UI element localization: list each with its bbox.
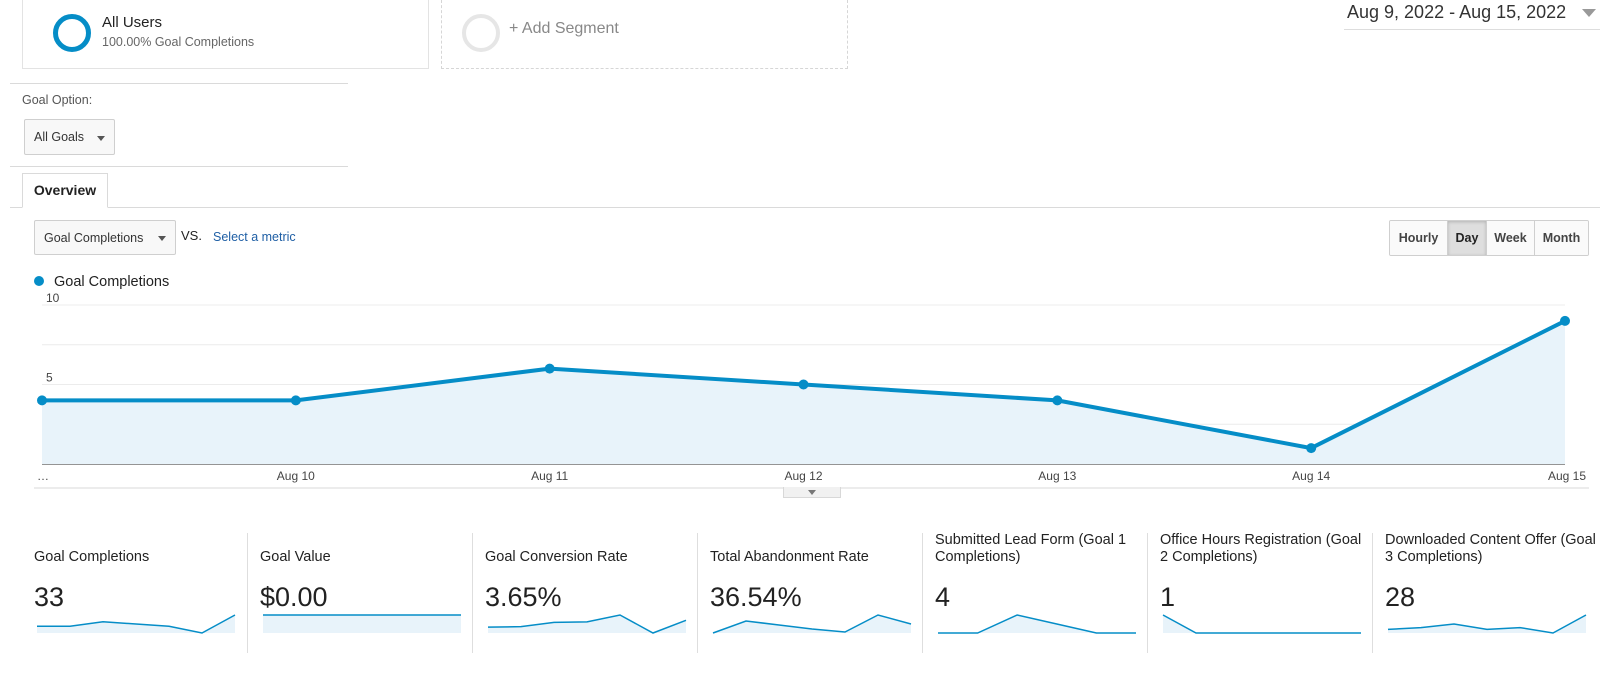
sparkline-area [938, 615, 1136, 633]
tab-overview[interactable]: Overview [22, 173, 108, 208]
x-tick-label: Aug 13 [1038, 469, 1076, 483]
goal-option-label: Goal Option: [22, 93, 93, 107]
tab-bar-line [10, 207, 1600, 208]
scorecard: Total Abandonment Rate 36.54% [697, 533, 922, 653]
y-tick-label: 10 [46, 291, 60, 305]
segment-name: All Users [102, 14, 163, 31]
date-range-picker[interactable]: Aug 9, 2022 - Aug 15, 2022 [1344, 0, 1600, 30]
x-tick-label: Aug 15 [1548, 469, 1586, 483]
goal-option-dropdown[interactable]: All Goals [24, 119, 115, 155]
sparkline [938, 614, 1136, 634]
week-button[interactable]: Week [1486, 221, 1534, 255]
x-tick-label: … [37, 469, 49, 483]
caret-down-icon [97, 136, 105, 141]
scorecard-title: Total Abandonment Rate [710, 549, 869, 565]
chart-area [42, 320, 1565, 464]
vs-label: VS. [181, 228, 202, 243]
scorecard: Goal Value $0.00 [247, 533, 472, 653]
empty-segment-ring-icon [462, 14, 500, 52]
scorecard-value: 1 [1160, 582, 1176, 612]
hourly-button[interactable]: Hourly [1390, 221, 1447, 255]
time-granularity-toggle: Hourly Day Week Month [1389, 220, 1589, 256]
select-metric-link[interactable]: Select a metric [213, 230, 296, 244]
x-tick-label: Aug 14 [1292, 469, 1330, 483]
sparkline-line [938, 614, 1136, 634]
scorecard-title: Submitted Lead Form (Goal 1 Completions) [935, 532, 1127, 565]
sparkline-area [263, 615, 461, 633]
divider [10, 83, 348, 84]
y-tick-label: 5 [46, 371, 53, 385]
scorecard-title: Goal Conversion Rate [485, 549, 628, 565]
sparkline-line [712, 614, 912, 634]
scorecard: Downloaded Content Offer (Goal 3 Complet… [1372, 532, 1597, 653]
sparkline-line [487, 614, 687, 634]
sparkline-area [1388, 615, 1586, 633]
metric-dropdown[interactable]: Goal Completions [34, 220, 176, 255]
sparkline [1387, 614, 1587, 634]
goal-option-value: All Goals [34, 130, 85, 144]
sparkline [487, 614, 687, 634]
metric-dropdown-value: Goal Completions [44, 231, 144, 245]
scorecard-title: Goal Value [260, 549, 331, 565]
data-point[interactable] [290, 395, 301, 406]
scorecard-value: 28 [1385, 582, 1416, 612]
scorecard: Goal Conversion Rate 3.65% [472, 533, 697, 653]
scorecard-value: $0.00 [260, 582, 328, 612]
sparkline-area [1163, 615, 1361, 633]
scorecard-title: Goal Completions [34, 549, 150, 565]
sparkline-line [37, 614, 236, 634]
data-point[interactable] [37, 395, 47, 406]
data-point[interactable] [798, 379, 809, 390]
divider [10, 166, 348, 167]
scorecard-value: 33 [34, 582, 65, 612]
x-tick-label: Aug 10 [277, 469, 315, 483]
goal-completions-chart: 10 5 … Aug 10 Aug 11 Aug 12 Aug 13 Aug 14 Aug 1… [34, 291, 1589, 489]
sparkline [37, 614, 236, 634]
data-point[interactable] [544, 363, 555, 374]
x-tick-label: Aug 11 [531, 469, 568, 483]
caret-down-icon [808, 490, 816, 495]
date-range-text: Aug 9, 2022 - Aug 15, 2022 [1347, 2, 1567, 22]
add-segment-label: + Add Segment [509, 20, 619, 37]
scorecard-title: Downloaded Content Offer (Goal 3 Complet… [1385, 532, 1596, 565]
chart-collapse-toggle[interactable] [783, 487, 841, 498]
data-point[interactable] [1306, 443, 1317, 454]
chevron-down-icon [1582, 9, 1596, 17]
sparkline-area [488, 615, 686, 633]
x-tick-label: Aug 12 [784, 469, 822, 483]
chart-legend: Goal Completions [34, 274, 169, 290]
sparkline [712, 614, 912, 634]
scorecard: Office Hours Registration (Goal 2 Comple… [1147, 532, 1372, 653]
scorecard-value: 36.54% [710, 582, 802, 612]
sparkline [1162, 614, 1361, 634]
sparkline-line [1162, 614, 1361, 634]
add-segment-button[interactable]: + Add Segment [441, 0, 848, 69]
month-button[interactable]: Month [1534, 221, 1588, 255]
scorecard-value: 4 [935, 582, 951, 612]
data-point[interactable] [1052, 395, 1063, 406]
segment-subtitle: 100.00% Goal Completions [102, 35, 255, 49]
caret-down-icon [158, 236, 166, 241]
scorecard: Submitted Lead Form (Goal 1 Completions)… [922, 532, 1147, 653]
scorecards: Goal Completions 33 Goal Value $0.00 Goa… [22, 532, 1600, 653]
sparkline-line [1387, 614, 1587, 634]
sparkline [263, 614, 461, 633]
sparkline-area [713, 615, 911, 633]
segment-all-users[interactable]: All Users 100.00% Goal Completions [22, 0, 429, 69]
scorecard-value: 3.65% [485, 582, 562, 612]
data-point[interactable] [1560, 315, 1570, 326]
day-button[interactable]: Day [1447, 221, 1486, 255]
legend-dot-icon [34, 276, 44, 286]
segment-ring-icon [53, 14, 91, 52]
legend-label: Goal Completions [54, 274, 170, 290]
scorecard-title: Office Hours Registration (Goal 2 Comple… [1160, 532, 1362, 565]
scorecard: Goal Completions 33 [22, 533, 247, 653]
